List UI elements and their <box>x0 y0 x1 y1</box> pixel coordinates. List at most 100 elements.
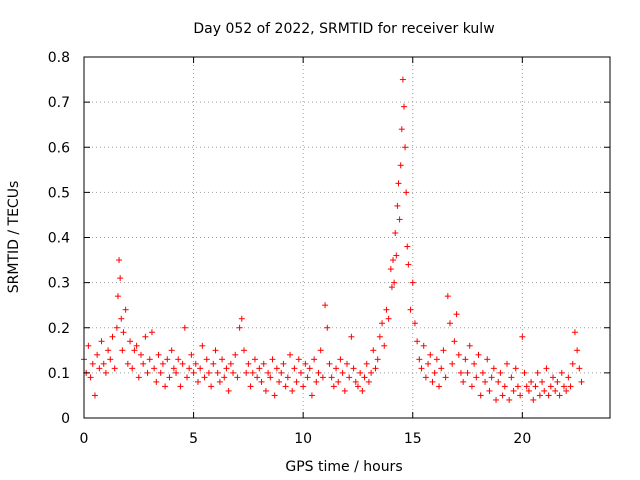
data-point <box>361 374 368 381</box>
data-point <box>350 365 357 372</box>
data-point <box>317 347 324 354</box>
data-point <box>240 347 247 354</box>
data-point <box>468 383 475 390</box>
data-point <box>159 360 166 367</box>
data-point <box>571 329 578 336</box>
axis-ticks <box>83 56 610 419</box>
data-point <box>447 320 454 327</box>
data-point <box>284 374 291 381</box>
data-point <box>534 369 541 376</box>
data-point <box>324 324 331 331</box>
data-point <box>341 387 348 394</box>
data-point <box>184 374 191 381</box>
data-point <box>94 351 101 358</box>
data-point <box>271 392 278 399</box>
data-point <box>440 347 447 354</box>
data-point <box>372 365 379 372</box>
data-point <box>442 374 449 381</box>
data-point <box>473 374 480 381</box>
data-point <box>89 360 96 367</box>
data-point <box>416 356 423 363</box>
data-point <box>388 284 395 291</box>
x-axis-label: GPS time / hours <box>285 459 402 475</box>
y-tick-label: 0.7 <box>48 95 70 111</box>
data-point <box>111 365 118 372</box>
data-point <box>431 369 438 376</box>
data-point <box>536 392 543 399</box>
data-point <box>376 333 383 340</box>
data-point <box>173 369 180 376</box>
grid-lines <box>84 57 610 418</box>
data-point <box>497 369 504 376</box>
data-point <box>451 338 458 345</box>
data-point <box>188 351 195 358</box>
y-axis-label: SRMTID / TECUs <box>6 181 22 294</box>
data-point <box>208 383 215 390</box>
data-point <box>142 333 149 340</box>
data-point <box>177 383 184 390</box>
data-point <box>219 356 226 363</box>
data-point <box>144 369 151 376</box>
data-point <box>359 387 366 394</box>
data-point <box>190 369 197 376</box>
data-point <box>455 351 462 358</box>
data-point <box>135 374 142 381</box>
data-point <box>328 374 335 381</box>
data-point <box>560 383 567 390</box>
data-point <box>576 365 583 372</box>
data-point <box>462 356 469 363</box>
data-point <box>289 387 296 394</box>
data-points <box>81 76 585 403</box>
data-point <box>556 392 563 399</box>
x-tick-label: 0 <box>80 431 89 447</box>
data-point <box>477 392 484 399</box>
data-point <box>102 369 109 376</box>
data-point <box>554 378 561 385</box>
y-tick-label: 0.4 <box>48 231 70 247</box>
data-point <box>120 329 127 336</box>
data-point <box>397 162 404 169</box>
data-point <box>201 374 208 381</box>
data-point <box>260 360 267 367</box>
data-point <box>319 374 326 381</box>
data-point <box>105 347 112 354</box>
data-point <box>436 383 443 390</box>
data-point <box>199 342 206 349</box>
data-point <box>482 378 489 385</box>
data-point <box>404 243 411 250</box>
data-point <box>258 378 265 385</box>
data-point <box>166 374 173 381</box>
data-point <box>501 383 508 390</box>
data-point <box>113 324 120 331</box>
data-point <box>238 315 245 322</box>
data-point <box>333 365 340 372</box>
data-point <box>453 311 460 318</box>
data-point <box>267 374 274 381</box>
data-point <box>460 378 467 385</box>
data-point <box>514 383 521 390</box>
data-point <box>399 76 406 83</box>
data-point <box>162 383 169 390</box>
data-point <box>146 356 153 363</box>
data-point <box>181 324 188 331</box>
data-point <box>508 374 515 381</box>
data-point <box>262 387 269 394</box>
data-point <box>230 369 237 376</box>
data-point <box>291 365 298 372</box>
data-point <box>354 383 361 390</box>
data-point <box>322 302 329 309</box>
data-point <box>197 365 204 372</box>
data-point <box>265 369 272 376</box>
data-point <box>254 374 261 381</box>
data-point <box>295 356 302 363</box>
data-point <box>276 378 283 385</box>
data-point <box>550 374 557 381</box>
data-point <box>552 387 559 394</box>
data-point <box>282 383 289 390</box>
data-point <box>124 360 131 367</box>
data-point <box>131 347 138 354</box>
data-point <box>471 360 478 367</box>
data-point <box>212 347 219 354</box>
data-point <box>368 369 375 376</box>
data-point <box>119 347 126 354</box>
